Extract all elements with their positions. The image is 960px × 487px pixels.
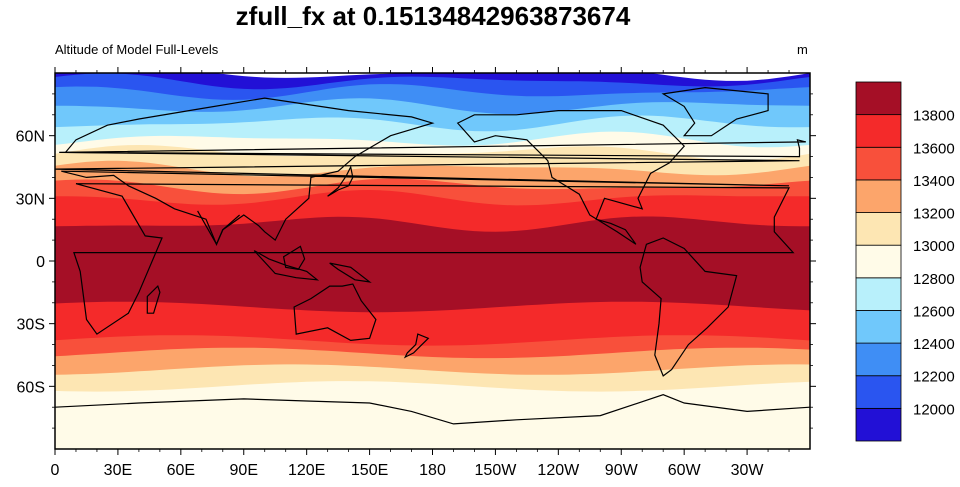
field-contours [55, 73, 810, 449]
coastlines [55, 86, 810, 425]
axis-ticks: 0 30E 60E 90E 120E 150E 180 150W 120W 90W 60W 30W 60… [16, 67, 816, 479]
colorbar: 12000 12200 12400 12600 12800 13000 13200 13400… [855, 81, 955, 442]
lon-tick-label: 120W [537, 462, 580, 479]
colorbar-box [855, 146, 902, 181]
colorbar-box [855, 407, 902, 442]
colorbar-box [855, 81, 902, 116]
coastline-s-america [639, 237, 738, 377]
lat-tick-label: 0 [36, 254, 45, 271]
coastline-australia [293, 283, 377, 342]
colorbar-box [855, 277, 902, 311]
colorbar-box [855, 244, 902, 279]
lat-tick-label: 60N [16, 129, 45, 146]
coastline-new-guinea [329, 262, 372, 283]
colorbar-label: 12200 [913, 369, 955, 386]
lat-tick-label: 60S [17, 379, 45, 396]
colorbar-box [855, 212, 902, 246]
lon-tick-label: 120E [288, 462, 325, 479]
coastline-antarctica [55, 394, 810, 425]
coastline-japan [327, 165, 354, 197]
lon-tick-label: 180 [419, 462, 446, 479]
lat-tick-label: 30S [17, 317, 45, 334]
colorbar-box [855, 179, 902, 213]
lon-tick-label: 90W [605, 462, 639, 479]
colorbar-label: 13000 [913, 238, 955, 255]
lon-tick-label: 90E [230, 462, 258, 479]
lon-tick-label: 60E [167, 462, 195, 479]
colorbar-label: 12600 [913, 303, 955, 320]
coastline-uk [59, 138, 806, 158]
coastline-borneo [282, 245, 306, 271]
coastline-africa [73, 183, 795, 335]
colorbar-box [855, 310, 902, 344]
colorbar-box [855, 114, 902, 148]
coastline-india-pen [197, 210, 240, 246]
coastline-n-america [456, 110, 686, 245]
colorbar-box [855, 342, 902, 377]
lon-tick-label: 60W [668, 462, 702, 479]
coastline-europe-asia [55, 97, 800, 246]
colorbar-label: 13800 [913, 108, 955, 125]
colorbar-label: 12400 [913, 336, 955, 353]
lon-tick-label: 0 [51, 462, 60, 479]
colorbar-label: 12000 [913, 401, 955, 418]
page-title: zfull_fx at 0.15134842963873674 [235, 1, 631, 31]
colorbar-box [855, 375, 902, 409]
coastline-indonesia [253, 250, 320, 281]
contour-band-10 [55, 216, 810, 313]
coastline-new-zealand [403, 333, 430, 359]
colorbar-label: 13600 [913, 140, 955, 157]
coastline-greenland [661, 86, 769, 137]
lat-tick-label: 30N [16, 191, 45, 208]
lon-tick-label: 150E [351, 462, 388, 479]
subtitle-left: Altitude of Model Full-Levels [55, 42, 219, 57]
lon-tick-label: 30W [731, 462, 765, 479]
colorbar-label: 13400 [913, 173, 955, 190]
lon-tick-label: 150W [475, 462, 518, 479]
lon-tick-label: 30E [104, 462, 132, 479]
colorbar-label: 12800 [913, 271, 955, 288]
coastline-madagascar [146, 284, 161, 314]
colorbar-label: 13200 [913, 206, 955, 223]
units-label: m [797, 42, 808, 57]
